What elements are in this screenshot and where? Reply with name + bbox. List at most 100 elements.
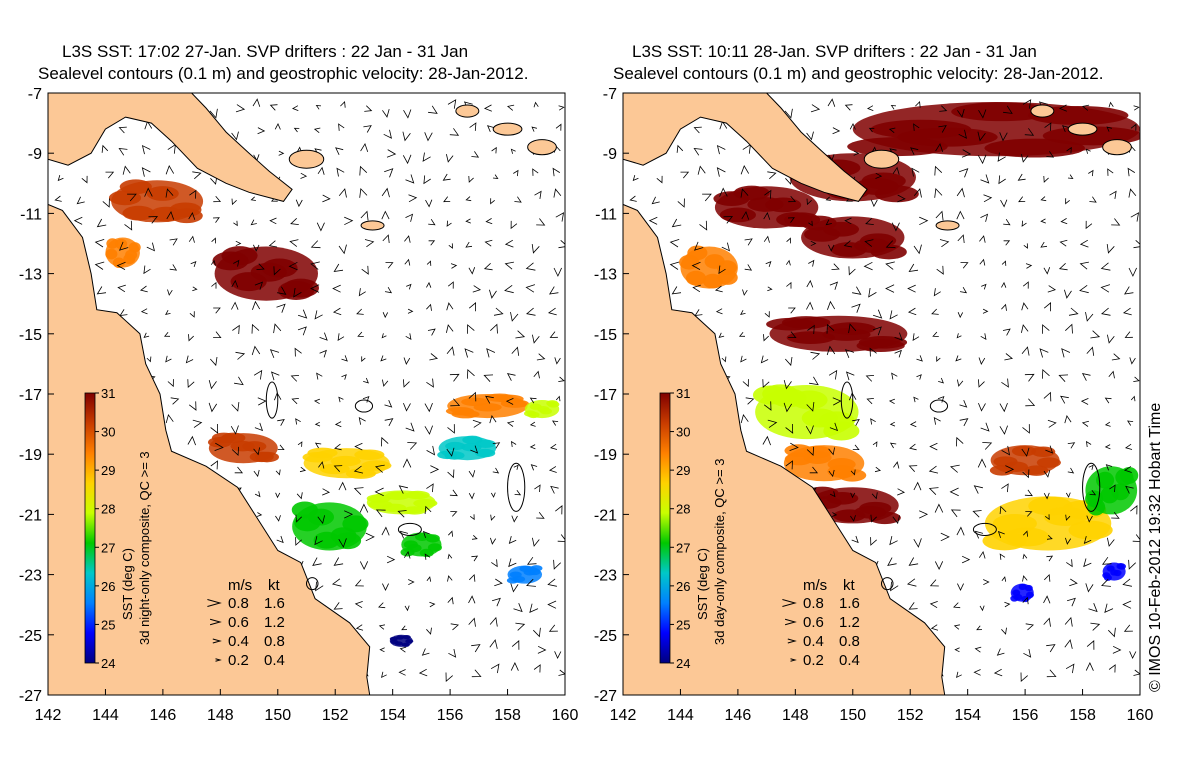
sst-patch-blob — [419, 548, 434, 558]
velocity-vector — [335, 147, 344, 155]
velocity-vector — [848, 323, 857, 334]
velocity-vector — [806, 301, 814, 310]
island — [492, 122, 523, 136]
velocity-vector — [450, 623, 460, 631]
velocity-vector — [906, 578, 917, 587]
sst-patch-blob — [249, 451, 274, 463]
velocity-vector — [978, 550, 986, 559]
velocity-vector — [977, 154, 987, 165]
x-tick-label: 142 — [35, 707, 62, 724]
velocity-vector — [468, 175, 474, 183]
sst-patch-blob — [402, 506, 427, 515]
sst-patch-blob — [704, 254, 725, 269]
colorbar-tick-label: 29 — [676, 463, 690, 478]
reef-contour — [397, 522, 422, 536]
velocity-vector — [492, 442, 501, 449]
sst-patch-blob — [119, 179, 152, 195]
velocity-vector — [955, 355, 962, 362]
colorbar-tick-label: 24 — [676, 656, 690, 671]
velocity-vector — [1042, 324, 1050, 334]
velocity-vector — [548, 466, 557, 473]
velocity-vector — [529, 421, 536, 427]
velocity-vector — [188, 334, 194, 342]
velocity-vector — [808, 259, 815, 267]
velocity-vector — [532, 168, 539, 176]
velocity-vector — [253, 447, 260, 456]
velocity-vector — [1001, 378, 1009, 388]
panel-title-line1: L3S SST: 17:02 27-Jan. SVP drifters : 22… — [62, 42, 469, 61]
velocity-vector — [276, 303, 286, 313]
velocity-vector — [312, 557, 322, 566]
velocity-vector — [788, 307, 796, 314]
velocity-vector — [806, 402, 815, 412]
australia-coastline — [623, 203, 946, 695]
legend-ms-value: 0.4 — [803, 633, 824, 650]
velocity-vector — [956, 671, 962, 679]
velocity-vector — [277, 286, 287, 295]
sst-patch-blob — [106, 238, 119, 249]
x-tick-label: 156 — [437, 707, 464, 724]
colorbar-tick-label: 30 — [676, 425, 690, 440]
sst-patch-blob — [495, 394, 524, 404]
velocity-vector — [1089, 490, 1097, 496]
velocity-vector — [828, 469, 835, 478]
velocity-vector — [1022, 281, 1029, 289]
velocity-vector — [957, 234, 965, 244]
velocity-vector — [210, 259, 216, 266]
velocity-vector — [764, 311, 770, 318]
velocity-vector — [1079, 261, 1089, 270]
velocity-vector — [744, 264, 753, 271]
velocity-vector — [425, 199, 433, 208]
velocity-vector — [1108, 627, 1116, 638]
velocity-vector — [982, 308, 989, 314]
velocity-vector — [889, 310, 898, 320]
velocity-vector — [935, 142, 944, 153]
sst-patch-blob — [277, 281, 315, 300]
x-tick-label: 148 — [207, 707, 234, 724]
velocity-vector — [354, 442, 363, 451]
velocity-vector — [851, 535, 859, 544]
sst-patch-blob — [313, 531, 340, 549]
velocity-vector — [399, 530, 409, 539]
velocity-vector — [1108, 370, 1115, 379]
velocity-vector — [510, 440, 517, 448]
velocity-vector — [1021, 447, 1030, 457]
velocity-vector — [983, 194, 993, 203]
sst-patch-blob — [1036, 457, 1061, 468]
velocity-vector — [1043, 175, 1049, 183]
velocity-vector — [1079, 284, 1089, 294]
velocity-vector — [1109, 190, 1117, 199]
sst-patch-blob — [539, 408, 553, 415]
velocity-vector — [96, 218, 107, 228]
x-tick-label: 148 — [782, 707, 809, 724]
velocity-vector — [402, 154, 412, 165]
sst-patch-blob — [403, 540, 418, 549]
velocity-vector — [118, 126, 127, 134]
velocity-vector — [1130, 123, 1137, 131]
velocity-vector — [1043, 302, 1051, 312]
velocity-vector — [278, 150, 285, 156]
velocity-vector — [316, 222, 325, 232]
velocity-vector — [716, 167, 726, 177]
land — [623, 93, 1132, 695]
velocity-vector — [424, 132, 433, 142]
velocity-vector — [1107, 168, 1114, 176]
velocity-vector — [338, 244, 347, 255]
velocity-vector — [233, 220, 238, 227]
velocity-vector — [361, 356, 366, 362]
sst-patch-blob — [122, 205, 155, 221]
sst-patch-blob — [1005, 527, 1050, 547]
colorbar-subtitle: 3d night-only composite, QC >= 3 — [137, 451, 152, 645]
velocity-vector — [939, 105, 948, 112]
sst-patch-blob — [451, 409, 480, 419]
legend-arrow — [790, 658, 797, 662]
velocity-vector — [358, 416, 366, 425]
velocity-vector — [360, 142, 369, 153]
velocity-vector — [295, 537, 302, 546]
velocity-vector — [1020, 672, 1028, 683]
sst-patch-blob — [830, 242, 867, 257]
velocity-vector — [165, 355, 172, 363]
velocity-vector — [557, 534, 565, 542]
velocity-vector — [277, 444, 285, 451]
velocity-vector — [469, 514, 475, 521]
